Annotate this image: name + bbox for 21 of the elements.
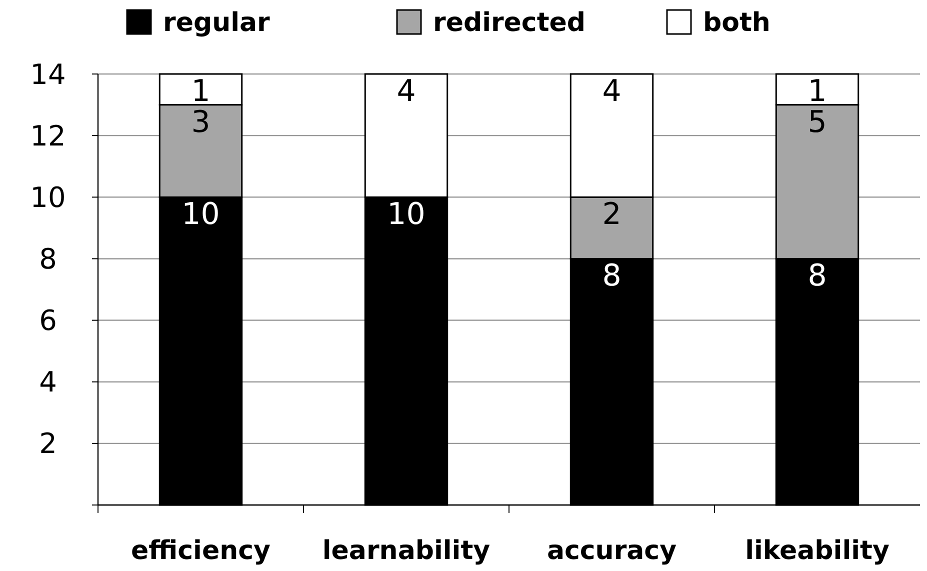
data-label: 8 xyxy=(602,258,622,294)
data-label: 10 xyxy=(387,197,426,232)
data-label: 4 xyxy=(602,74,622,109)
legend-label: redirected xyxy=(433,8,586,38)
y-tick-label: 4 xyxy=(39,366,57,399)
legend-label: regular xyxy=(163,8,270,38)
x-tick-label: efficiency xyxy=(131,536,271,566)
y-tick-label: 6 xyxy=(39,304,57,338)
data-label: 10 xyxy=(182,197,220,232)
data-label: 4 xyxy=(396,74,416,109)
y-tick-label: 2 xyxy=(39,427,57,460)
data-label: 2 xyxy=(602,197,622,232)
x-tick-label: likeability xyxy=(745,536,890,566)
y-tick-label: 8 xyxy=(39,242,57,276)
legend-label: both xyxy=(703,8,770,38)
x-tick-label: learnability xyxy=(322,536,490,566)
y-tick-label: 14 xyxy=(30,58,66,91)
y-tick-label: 12 xyxy=(30,119,66,152)
data-label: 8 xyxy=(808,258,827,294)
y-tick-label: 10 xyxy=(30,180,66,214)
x-tick-label: accuracy xyxy=(546,536,677,566)
